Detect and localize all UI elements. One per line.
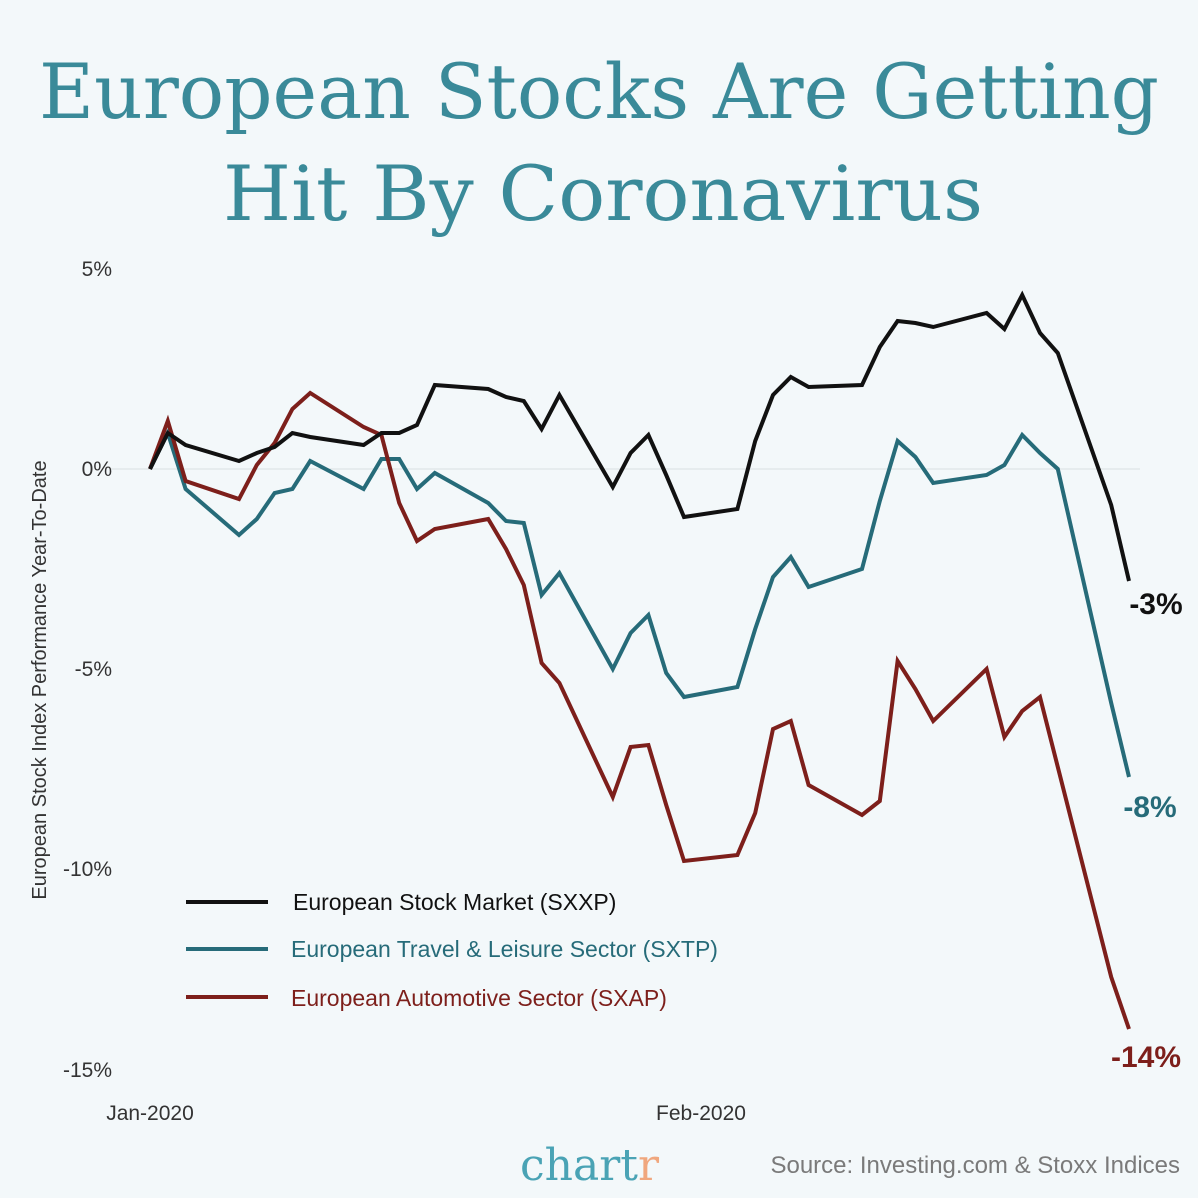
series-line-sxxp [148, 290, 1131, 582]
chart-title-line1: European Stocks Are Getting [39, 47, 1159, 136]
y-tick-label: 5% [82, 258, 112, 281]
x-tick-label: Feb-2020 [656, 1102, 746, 1125]
y-axis-title: European Stock Index Performance Year-To… [29, 460, 51, 899]
series-layer [148, 290, 1131, 1030]
y-tick-label: -15% [63, 1059, 112, 1082]
x-tick-label: Jan-2020 [106, 1102, 194, 1125]
end-label-sxxp: -3% [1129, 588, 1182, 621]
legend-label-sxxp: European Stock Market (SXXP) [293, 889, 616, 915]
series-line-sxap [148, 390, 1131, 1030]
chart-title-line2: Hit By Coronavirus [223, 149, 983, 238]
legend: European Stock Market (SXXP) European Tr… [186, 889, 718, 1011]
series-line-sxtp [148, 427, 1131, 778]
end-label-sxap: -14% [1111, 1041, 1181, 1074]
legend-label-sxtp: European Travel & Leisure Sector (SXTP) [291, 936, 718, 962]
y-tick-label: 0% [82, 458, 112, 481]
end-label-sxtp: -8% [1123, 791, 1176, 824]
source-note: Source: Investing.com & Stoxx Indices [770, 1152, 1180, 1179]
legend-label-sxap: European Automotive Sector (SXAP) [291, 985, 667, 1011]
chartr-logo: chartr [520, 1140, 660, 1191]
y-tick-label: -10% [63, 858, 112, 881]
y-tick-label: -5% [75, 658, 112, 681]
